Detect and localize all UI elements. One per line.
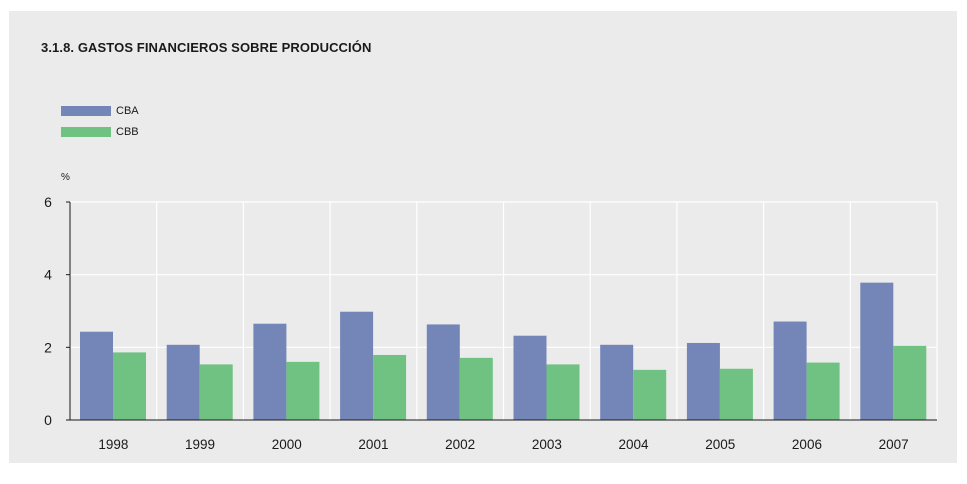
bar-cbb-2001 xyxy=(373,354,407,420)
x-tick-label-2007: 2007 xyxy=(879,437,909,452)
bar-cbb-2005 xyxy=(719,368,753,420)
y-tick-label-1: 2 xyxy=(44,339,52,355)
bar-cba-2001 xyxy=(340,311,374,420)
x-tick-label-2004: 2004 xyxy=(619,437,650,452)
x-tick-label-2002: 2002 xyxy=(445,437,475,452)
x-tick-label-2000: 2000 xyxy=(272,437,302,452)
bar-cba-2005 xyxy=(686,342,720,420)
legend-label-cba: CBA xyxy=(116,105,139,117)
legend-item-cba: CBA xyxy=(61,104,139,118)
legend-swatch-cba xyxy=(61,106,111,116)
x-tick-label-2001: 2001 xyxy=(358,437,388,452)
bar-cba-2002 xyxy=(426,324,460,420)
bar-cbb-2006 xyxy=(806,362,840,420)
x-tick-label-2006: 2006 xyxy=(792,437,822,452)
bar-cbb-2000 xyxy=(286,361,320,420)
bar-cbb-2002 xyxy=(459,357,493,420)
bar-cbb-2007 xyxy=(893,345,927,420)
bar-cba-2006 xyxy=(773,321,807,420)
bar-cbb-1998 xyxy=(113,352,146,420)
bar-cbb-2004 xyxy=(633,369,667,420)
y-axis-unit-label: % xyxy=(61,172,70,183)
chart-title: 3.1.8. GASTOS FINANCIEROS SOBRE PRODUCCI… xyxy=(41,40,372,55)
y-tick-label-2: 4 xyxy=(44,267,52,283)
bar-cbb-1999 xyxy=(199,364,233,420)
legend-swatch-cbb xyxy=(61,127,111,137)
y-tick-label-0: 0 xyxy=(44,412,52,428)
x-tick-label-1998: 1998 xyxy=(98,437,128,452)
bar-cba-1999 xyxy=(166,344,200,420)
bar-cba-2000 xyxy=(253,323,287,420)
bar-cba-2004 xyxy=(600,344,634,420)
bar-cba-1998 xyxy=(80,331,113,420)
x-tick-label-1999: 1999 xyxy=(185,437,215,452)
bar-cba-2003 xyxy=(513,335,547,420)
bar-cbb-2003 xyxy=(546,364,580,420)
legend-label-cbb: CBB xyxy=(116,126,139,138)
y-tick-label-3: 6 xyxy=(44,194,52,210)
x-tick-label-2005: 2005 xyxy=(705,437,735,452)
x-tick-label-2003: 2003 xyxy=(532,437,562,452)
bar-cba-2007 xyxy=(860,282,894,420)
legend-item-cbb: CBB xyxy=(61,125,139,139)
